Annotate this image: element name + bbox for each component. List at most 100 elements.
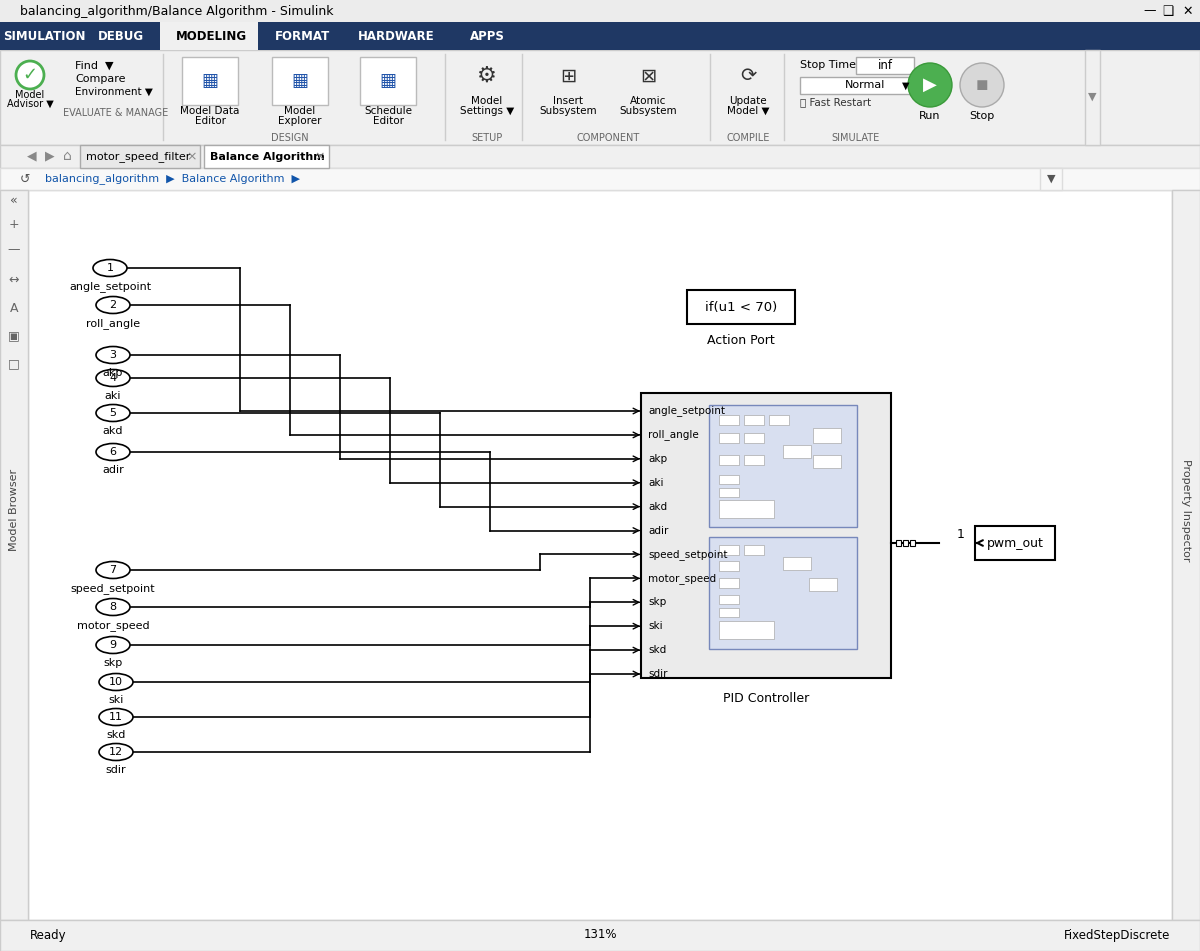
Text: 1: 1 xyxy=(958,529,965,541)
Text: ⊞: ⊞ xyxy=(560,67,576,86)
Text: aki: aki xyxy=(648,477,664,488)
Text: 5: 5 xyxy=(109,408,116,418)
Text: ▼: ▼ xyxy=(1046,174,1055,184)
Text: Run: Run xyxy=(919,111,941,121)
Text: —: — xyxy=(1144,5,1157,17)
Text: ×: × xyxy=(314,150,325,164)
Text: DESIGN: DESIGN xyxy=(271,133,308,143)
Text: 4: 4 xyxy=(109,373,116,383)
Bar xyxy=(28,190,1172,920)
Text: Find  ▼: Find ▼ xyxy=(74,61,114,71)
Bar xyxy=(719,488,739,497)
Text: Environment ▼: Environment ▼ xyxy=(74,87,152,97)
Text: ⟳: ⟳ xyxy=(740,67,756,86)
Bar xyxy=(0,22,1200,50)
Bar xyxy=(719,475,739,484)
Text: inf: inf xyxy=(877,59,893,72)
Bar xyxy=(0,920,1200,951)
Text: COMPONENT: COMPONENT xyxy=(576,133,640,143)
Text: speed_setpoint: speed_setpoint xyxy=(648,549,727,560)
Text: skd: skd xyxy=(648,645,666,655)
Bar xyxy=(896,540,901,546)
Text: Model Data: Model Data xyxy=(180,106,240,116)
Text: aki: aki xyxy=(104,391,121,401)
Text: ❑: ❑ xyxy=(1163,5,1174,17)
Text: motor_speed_filter: motor_speed_filter xyxy=(86,151,191,163)
Bar xyxy=(814,455,841,468)
Text: ski: ski xyxy=(648,621,662,631)
Text: akd: akd xyxy=(648,501,667,512)
Bar xyxy=(0,145,1200,168)
Text: ×: × xyxy=(187,150,197,164)
Text: Subsystem: Subsystem xyxy=(619,106,677,116)
Text: MODELING: MODELING xyxy=(175,29,246,43)
Text: ▦: ▦ xyxy=(202,72,218,90)
Bar xyxy=(856,57,914,74)
Text: ✕: ✕ xyxy=(1183,5,1193,17)
Text: ◼: ◼ xyxy=(976,77,989,92)
Text: ↺: ↺ xyxy=(19,172,30,185)
Text: skp: skp xyxy=(648,597,666,608)
Ellipse shape xyxy=(96,561,130,578)
Text: COMPILE: COMPILE xyxy=(726,133,769,143)
Text: 12: 12 xyxy=(109,747,124,757)
Circle shape xyxy=(960,63,1004,107)
Text: 7: 7 xyxy=(109,565,116,575)
Bar xyxy=(360,57,416,105)
Bar xyxy=(182,57,238,105)
Bar xyxy=(904,540,908,546)
Bar xyxy=(719,561,739,571)
Circle shape xyxy=(908,63,952,107)
Bar xyxy=(686,290,796,324)
Text: 1: 1 xyxy=(107,263,114,273)
Text: ◀: ◀ xyxy=(28,149,37,163)
Text: Balance Algorithm: Balance Algorithm xyxy=(210,152,325,162)
Bar xyxy=(784,557,811,570)
Text: Stop: Stop xyxy=(970,111,995,121)
Bar xyxy=(719,455,739,465)
Text: Schedule: Schedule xyxy=(364,106,412,116)
Text: 8: 8 xyxy=(109,602,116,612)
Text: Action Port: Action Port xyxy=(707,334,775,347)
Ellipse shape xyxy=(96,346,130,363)
Text: skp: skp xyxy=(103,658,122,668)
Text: PID Controller: PID Controller xyxy=(722,692,809,705)
Text: Ready: Ready xyxy=(30,928,67,941)
Text: ▼: ▼ xyxy=(902,81,910,90)
Text: Explorer: Explorer xyxy=(278,116,322,126)
Ellipse shape xyxy=(96,443,130,460)
Text: ▼: ▼ xyxy=(1087,92,1097,102)
Bar xyxy=(769,415,790,425)
Text: SIMULATION: SIMULATION xyxy=(2,29,85,43)
Bar xyxy=(814,428,841,443)
Text: sdir: sdir xyxy=(106,765,126,775)
Ellipse shape xyxy=(94,260,127,277)
Text: if(u1 < 70): if(u1 < 70) xyxy=(704,301,778,314)
Text: pwm_out: pwm_out xyxy=(986,536,1044,550)
Ellipse shape xyxy=(98,708,133,726)
Text: Model Browser: Model Browser xyxy=(8,469,19,551)
Text: Normal: Normal xyxy=(845,81,886,90)
Text: ▦: ▦ xyxy=(379,72,396,90)
Text: «: « xyxy=(10,193,18,206)
Bar xyxy=(719,415,739,425)
Text: ▶: ▶ xyxy=(46,149,55,163)
Text: Subsystem: Subsystem xyxy=(539,106,596,116)
Ellipse shape xyxy=(96,404,130,421)
Text: balancing_algorithm  ▶  Balance Algorithm  ▶: balancing_algorithm ▶ Balance Algorithm … xyxy=(46,173,300,184)
Text: FORMAT: FORMAT xyxy=(275,29,331,43)
Text: 2: 2 xyxy=(109,300,116,310)
Text: skd: skd xyxy=(107,730,126,740)
Text: Editor: Editor xyxy=(194,116,226,126)
Text: akp: akp xyxy=(103,368,124,378)
Bar xyxy=(784,445,811,458)
Text: angle_setpoint: angle_setpoint xyxy=(648,405,725,417)
Bar xyxy=(719,578,739,588)
Text: adir: adir xyxy=(648,526,668,535)
Text: sdir: sdir xyxy=(648,669,667,679)
Text: ▦: ▦ xyxy=(292,72,308,90)
Text: DEBUG: DEBUG xyxy=(98,29,144,43)
Text: Property Inspector: Property Inspector xyxy=(1181,458,1190,561)
Text: ▣: ▣ xyxy=(8,329,20,342)
Ellipse shape xyxy=(96,370,130,386)
